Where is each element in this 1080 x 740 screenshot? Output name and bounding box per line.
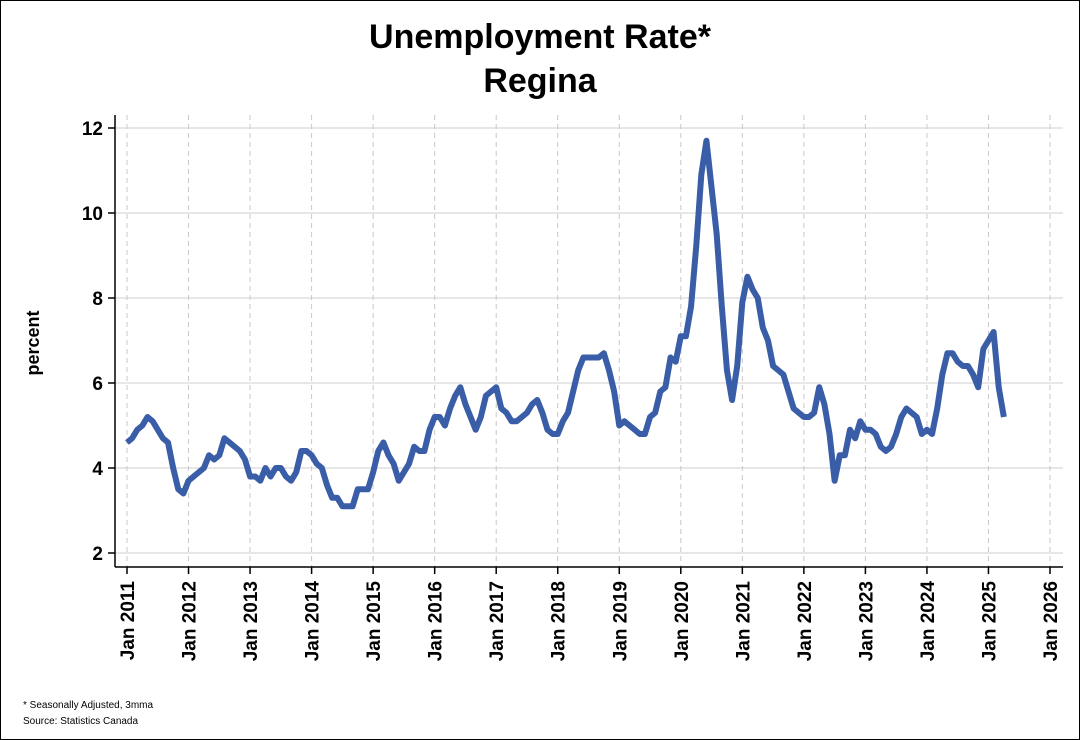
x-tick-label: Jan 2021 xyxy=(733,581,754,662)
x-tick-label: Jan 2022 xyxy=(795,581,816,661)
x-tick-label: Jan 2019 xyxy=(610,581,631,661)
x-tick-label: Jan 2020 xyxy=(672,581,693,661)
footnote-source: Source: Statistics Canada xyxy=(23,716,139,727)
x-tick-label: Jan 2012 xyxy=(180,581,201,661)
x-tick-label: Jan 2015 xyxy=(364,581,385,662)
y-tick-label: 2 xyxy=(92,544,103,565)
x-tick-label: Jan 2014 xyxy=(303,581,324,662)
series-line xyxy=(125,137,1007,510)
y-axis-title: percent xyxy=(23,310,43,375)
chart-title-block: Unemployment Rate* Regina xyxy=(1,15,1079,103)
x-tick-label: Jan 2011 xyxy=(118,581,139,661)
grid xyxy=(115,115,1063,567)
x-tick-label: Jan 2018 xyxy=(549,581,570,661)
line-chart: 2 4 6 8 10 12 Jan 2011 Jan 2012 Jan 2013 Jan 2014… xyxy=(23,115,1063,661)
x-tick-label: Jan 2024 xyxy=(918,581,939,662)
y-tick-label: 8 xyxy=(92,289,103,310)
x-tick-label: Jan 2016 xyxy=(426,581,447,661)
y-tick-label: 10 xyxy=(82,204,103,225)
x-tick-label: Jan 2026 xyxy=(1041,581,1062,661)
y-tick-label: 4 xyxy=(92,459,103,480)
chart-title: Unemployment Rate* xyxy=(369,18,711,56)
y-tick-label: 6 xyxy=(92,374,103,395)
footnote-adjustment: * Seasonally Adjusted, 3mma xyxy=(23,700,154,711)
x-tick-label: Jan 2017 xyxy=(487,581,508,661)
chart-subtitle: Regina xyxy=(483,62,597,100)
x-tick-label: Jan 2023 xyxy=(856,581,877,661)
x-tick-label: Jan 2013 xyxy=(241,581,262,661)
footnotes: * Seasonally Adjusted, 3mma Source: Stat… xyxy=(23,698,153,730)
series-layer xyxy=(125,137,1007,510)
x-tick-label: Jan 2025 xyxy=(979,581,1000,662)
axes: 2 4 6 8 10 12 Jan 2011 Jan 2012 Jan 2013 Jan 2014… xyxy=(82,115,1063,661)
y-tick-label: 12 xyxy=(82,119,103,140)
